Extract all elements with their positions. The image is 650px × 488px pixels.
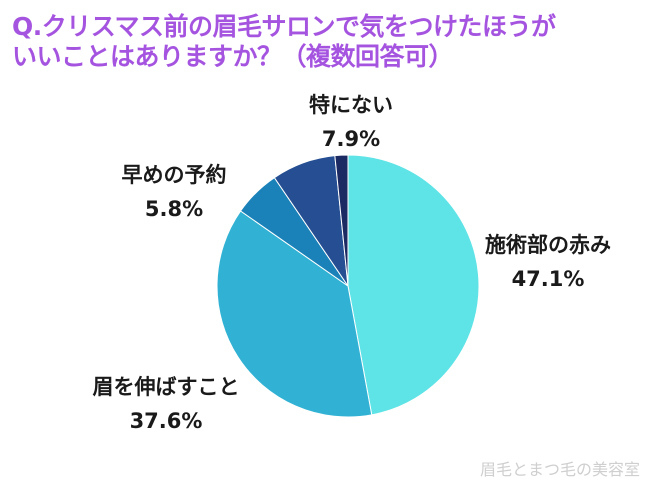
slice-label-grow-brows-value: 37.6% [129,409,203,433]
slice-label-early-booking: 早めの予約 5.8% [88,158,260,226]
slice-label-grow-brows-name: 眉を伸ばすこと [92,375,240,399]
pie-slice-5 [334,154,349,287]
slice-label-none: 特にない 7.9% [276,88,426,156]
pie-slice-1 [347,154,480,416]
slice-label-redness-name: 施術部の赤み [485,233,611,257]
chart-title-line-1: Q.クリスマス前の眉毛サロンで気をつけたほうが [12,12,556,41]
pie-slice-2 [216,210,373,418]
slice-label-grow-brows: 眉を伸ばすこと 37.6% [66,370,266,438]
chart-title-line-2: いいことはありますか？（複数回答可） [12,42,454,71]
watermark: 眉毛とまつ毛の美容室 [479,460,640,479]
slice-label-early-booking-value: 5.8% [144,197,204,221]
slice-label-none-name: 特にない [309,93,393,117]
slice-label-redness-value: 47.1% [511,267,585,291]
slice-label-early-booking-name: 早めの予約 [121,163,227,187]
chart-title: Q.クリスマス前の眉毛サロンで気をつけたほうが いいことはありますか？（複数回答… [12,12,638,72]
slice-label-none-value: 7.9% [321,127,381,151]
slice-label-redness: 施術部の赤み 47.1% [468,228,628,296]
